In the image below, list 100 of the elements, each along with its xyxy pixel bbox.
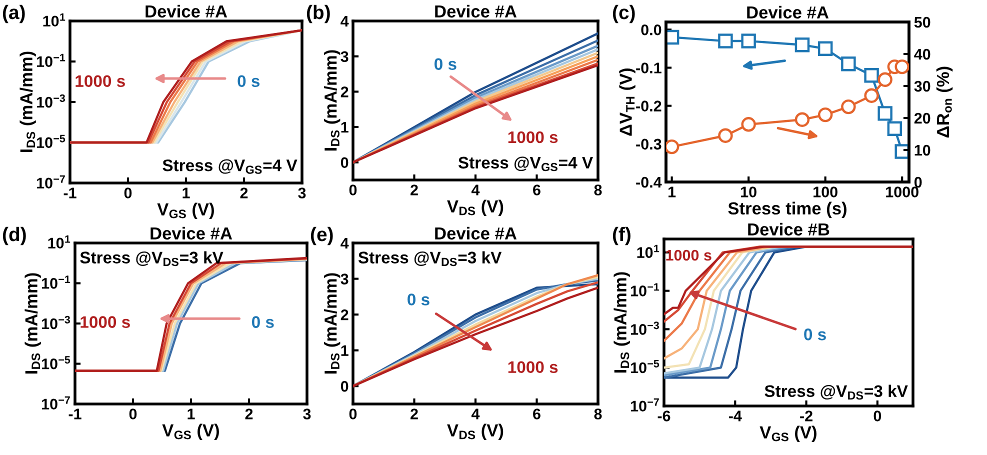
y2-tick-label: 10	[914, 144, 930, 156]
x-tick-label: 0	[349, 408, 357, 420]
text: (f)	[612, 226, 630, 246]
y-tick-label: 10$^{1}$	[48, 235, 70, 249]
x-tick-label: 1000	[886, 186, 918, 198]
x-tick-label: 0	[874, 410, 882, 422]
annotation: 1000 s	[508, 131, 558, 144]
x-axis-title: V$_{DS}$ (V)	[447, 200, 504, 216]
y-tick-label: 10$^{−3}$	[631, 322, 659, 335]
y-tick-label: 10$^{−3}$	[42, 316, 70, 330]
y-tick-label: 10$^{1}$	[43, 13, 66, 27]
y-tick-label: 10$^{−3}$	[37, 94, 65, 108]
y-tick-label: 1	[341, 345, 348, 356]
y-tick-label: 10$^{−1}$	[42, 276, 70, 289]
annotation: 0 s	[238, 75, 260, 88]
y-tick-label: -0.2	[636, 100, 662, 112]
annotation: Stress @V$_{DS}$=3 kV	[764, 384, 908, 400]
annotation: 0 s	[252, 316, 274, 328]
x-tick-label: 100	[814, 186, 838, 198]
annotation: 0 s	[804, 328, 826, 340]
y-tick-label: -0.4	[636, 176, 662, 188]
y2-axis-title: ΔR$_{on}$ (%)	[936, 66, 953, 138]
x-tick-label: 1	[182, 188, 190, 198]
x-tick-label: 10	[741, 186, 756, 198]
annotation: Stress @V$_{GS}$=4 V	[162, 159, 298, 174]
text: (c)	[612, 4, 635, 24]
x-tick-label: 6	[533, 184, 540, 196]
y-tick-label: 10$^{1}$	[637, 244, 660, 258]
annotation: 1000 s	[508, 361, 558, 374]
annotation: Stress @V$_{DS}$=3 kV	[358, 251, 502, 266]
x-tick-label: 6	[533, 408, 540, 420]
y-tick-label: 10$^{−5}$	[37, 134, 66, 148]
y-tick-label: 10$^{−7}$	[631, 398, 659, 412]
text: (d)	[2, 226, 26, 246]
x-tick-label: 1	[188, 408, 195, 420]
annotation: Stress @V$_{GS}$=4 V	[458, 156, 593, 172]
x-tick-label: 4	[471, 184, 480, 196]
x-tick-label: -6	[658, 410, 670, 422]
y-tick-label: 0.0	[641, 24, 662, 36]
y-tick-label: 10$^{−7}$	[42, 396, 70, 410]
chart-title: Device #A	[146, 4, 228, 18]
x-tick-label: 2	[240, 188, 248, 198]
x-tick-label: 3	[298, 188, 306, 198]
x-tick-label: -1	[64, 188, 76, 198]
y-axis-title: I$_{DS}$ (mA/mm)	[614, 272, 630, 373]
x-axis-title: V$_{GS}$ (V)	[157, 202, 214, 219]
x-axis-title: V$_{GS}$ (V)	[760, 426, 816, 442]
x-tick-label: 0	[129, 408, 137, 420]
x-axis-title: Stress time (s)	[728, 202, 846, 218]
y-tick-label: 4	[340, 238, 349, 249]
y-axis-title: I$_{DS}$ (mA/mm)	[20, 52, 36, 152]
y-axis-title: I$_{DS}$ (mA/mm)	[324, 273, 340, 374]
x-tick-label: 0	[349, 184, 357, 196]
y-tick-label: -0.1	[636, 62, 662, 74]
y-tick-label: 3	[340, 51, 348, 62]
y-tick-label: 10$^{−5}$	[631, 360, 660, 374]
y2-tick-label: 0	[914, 176, 922, 188]
y2-tick-label: 30	[914, 80, 930, 92]
x-tick-label: 4	[471, 408, 480, 420]
x-tick-label: 8	[594, 184, 602, 196]
x-axis-title: V$_{DS}$ (V)	[447, 424, 504, 440]
chart-title: Device #A	[747, 6, 829, 19]
annotation: 1000 s	[80, 316, 130, 328]
y2-tick-label: 20	[914, 112, 930, 124]
y-tick-label: 10$^{−5}$	[42, 356, 70, 370]
y-tick-label: 10$^{−1}$	[37, 54, 66, 68]
x-tick-label: 8	[594, 408, 602, 420]
x-tick-label: -4	[728, 410, 742, 422]
y-axis-title: I$_{DS}$ (mA/mm)	[24, 273, 41, 374]
y-tick-label: 1	[341, 122, 348, 133]
annotation: 0 s	[408, 294, 430, 306]
x-tick-label: 2	[410, 184, 418, 196]
x-tick-label: 2	[245, 408, 253, 420]
x-axis-title: V$_{GS}$ (V)	[162, 424, 219, 440]
text: (a)	[2, 4, 25, 24]
annotation: 1000 s	[76, 75, 125, 88]
x-tick-label: -1	[68, 408, 82, 420]
chart-title: Device #A	[150, 226, 232, 240]
y2-tick-label: 40	[914, 48, 930, 60]
chart-title: Device #B	[748, 222, 830, 236]
y-tick-label: 0	[340, 157, 348, 168]
y-tick-label: 3	[340, 274, 348, 284]
y-tick-label: 2	[340, 309, 348, 320]
y-axis-title: ΔV$_{TH}$ (V)	[619, 68, 636, 136]
chart-title: Device #A	[435, 226, 517, 240]
y-tick-label: 10$^{−7}$	[37, 175, 65, 189]
x-tick-label: 0	[124, 188, 132, 198]
line-series	[70, 29, 302, 144]
y-tick-label: 10$^{−1}$	[631, 283, 660, 296]
x-tick-label: -2	[800, 410, 812, 422]
annotation: 0 s	[434, 58, 456, 70]
y-tick-label: 0	[340, 380, 348, 392]
y2-tick-label: 50	[914, 16, 930, 28]
annotation: 1000 s	[666, 250, 712, 261]
y-tick-label: 2	[340, 86, 348, 98]
x-tick-label: 3	[303, 408, 311, 420]
y-axis-title: I$_{DS}$ (mA/mm)	[324, 50, 340, 151]
text: (b)	[306, 4, 330, 24]
y-tick-label: -0.3	[636, 138, 662, 150]
text: (e)	[310, 226, 333, 246]
